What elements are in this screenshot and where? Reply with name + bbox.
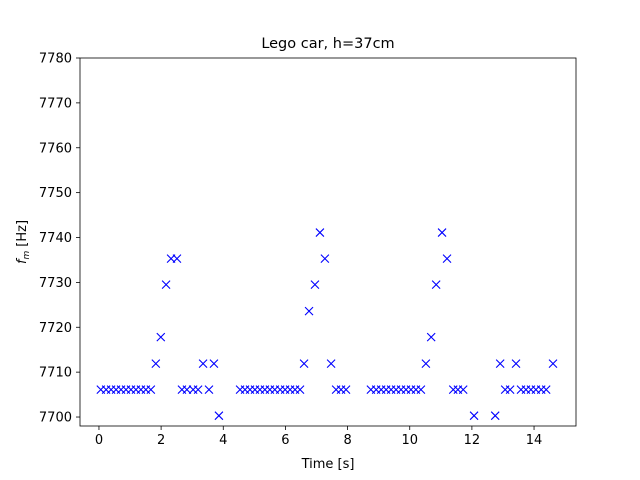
marker xyxy=(295,385,305,395)
marker xyxy=(541,385,551,395)
marker xyxy=(198,359,208,369)
x-tick-label: 6 xyxy=(281,433,289,448)
y-tick-label: 7770 xyxy=(39,96,72,111)
x-tick-label: 4 xyxy=(219,433,227,448)
marker xyxy=(146,385,156,395)
x-tick-label: 14 xyxy=(526,433,543,448)
marker xyxy=(182,385,192,395)
marker xyxy=(299,359,309,369)
marker xyxy=(341,385,351,395)
y-label-subscript: m xyxy=(22,250,32,259)
marker xyxy=(511,359,521,369)
marker xyxy=(310,280,320,290)
marker xyxy=(442,254,452,263)
marker xyxy=(416,385,426,395)
y-tick-label: 7750 xyxy=(39,186,72,201)
marker xyxy=(548,359,558,369)
x-tick-label: 12 xyxy=(464,433,481,448)
marker xyxy=(315,228,325,237)
marker xyxy=(426,332,436,342)
x-axis-label: Time [s] xyxy=(301,457,355,472)
plot-frame xyxy=(79,57,577,427)
x-tick-label: 8 xyxy=(343,433,351,448)
marker xyxy=(458,385,468,395)
marker xyxy=(431,280,441,290)
y-axis-label: fm [Hz] xyxy=(15,220,32,264)
marker xyxy=(151,359,161,369)
marker xyxy=(304,306,314,316)
marker xyxy=(320,254,330,263)
marker xyxy=(204,385,214,395)
x-tick-label: 0 xyxy=(95,433,103,448)
y-tick-label: 7720 xyxy=(39,321,72,336)
y-tick-label: 7700 xyxy=(39,411,72,426)
y-tick-label: 7730 xyxy=(39,276,72,291)
marker xyxy=(161,280,171,290)
marker xyxy=(437,228,447,237)
y-tick-label: 7710 xyxy=(39,366,72,381)
marker xyxy=(209,359,219,369)
marker xyxy=(505,385,515,395)
marker xyxy=(490,411,500,421)
y-tick-label: 7780 xyxy=(39,52,72,67)
marker xyxy=(421,359,431,369)
marker xyxy=(214,411,224,421)
marker xyxy=(156,332,166,342)
chart-title: Lego car, h=37cm xyxy=(261,36,394,52)
marker xyxy=(326,359,336,369)
y-tick-label: 7760 xyxy=(39,141,72,156)
y-label-unit: [Hz] xyxy=(15,220,30,247)
marker xyxy=(172,254,182,263)
marker xyxy=(193,385,203,395)
marker xyxy=(495,359,505,369)
x-tick-label: 2 xyxy=(157,433,165,448)
marker xyxy=(469,411,479,421)
x-tick-label: 10 xyxy=(401,433,418,448)
y-label-symbol: f xyxy=(15,257,30,264)
y-tick-label: 7740 xyxy=(39,231,72,246)
